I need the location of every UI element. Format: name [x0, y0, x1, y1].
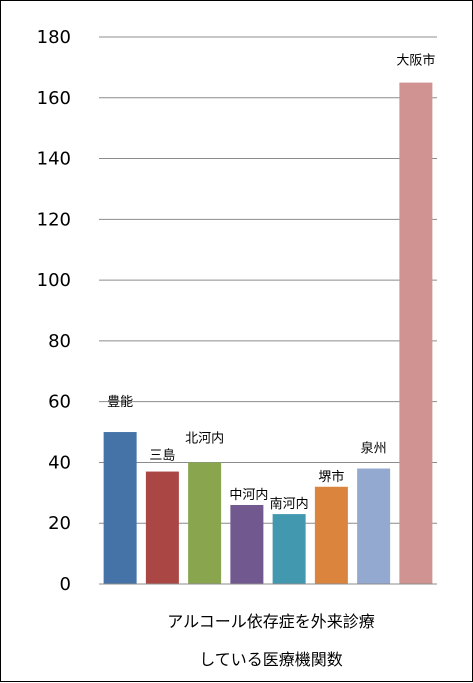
bar-2: [188, 462, 222, 584]
bar-3: [230, 504, 264, 584]
y-tick-label: 80: [48, 331, 71, 352]
y-axis-tick-labels: 0 20 40 60 80 100 120 140 160 180: [37, 27, 71, 595]
y-tick-label: 140: [37, 149, 71, 170]
bar-label: 堺市: [318, 469, 344, 485]
bar-label: 大阪市: [396, 53, 435, 69]
bar-label: 泉州: [361, 441, 387, 457]
bar-1: [145, 471, 179, 584]
bar-4: [272, 514, 306, 584]
gridlines: [99, 36, 437, 524]
bar-label: 南河内: [270, 496, 309, 512]
y-tick-label: 120: [37, 209, 71, 230]
y-tick-label: 20: [48, 513, 71, 534]
y-tick-label: 40: [48, 452, 71, 473]
bar-label: 中河内: [229, 487, 268, 503]
bar-5: [314, 486, 348, 584]
bar-label: 豊能: [107, 395, 133, 410]
caption-line-1: アルコール依存症を外来診療: [167, 612, 375, 631]
y-tick-label: 180: [37, 27, 71, 48]
y-tick-label: 60: [48, 392, 71, 413]
y-tick-label: 0: [60, 574, 71, 595]
bar-0: [103, 432, 137, 584]
bars: [103, 82, 433, 584]
y-tick-label: 100: [37, 270, 71, 291]
caption-line-2: している医療機関数: [199, 650, 343, 669]
bar-label: 北河内: [185, 430, 224, 446]
bar-label: 三島: [149, 449, 175, 464]
bar-7: [399, 82, 433, 584]
y-tick-label: 160: [37, 88, 71, 109]
bar-6: [357, 468, 391, 584]
